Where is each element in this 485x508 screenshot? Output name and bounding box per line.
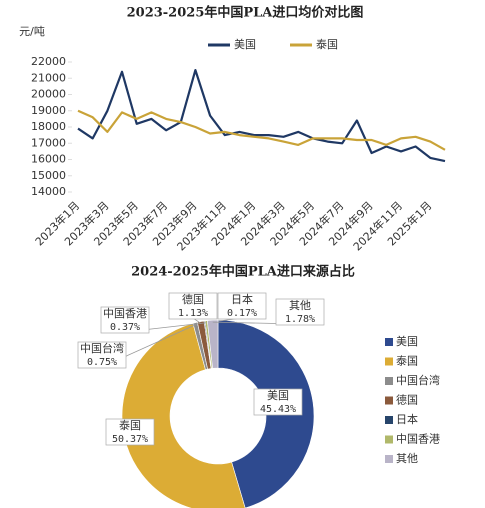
legend-label: 美国	[396, 335, 418, 348]
legend-label: 美国	[234, 38, 256, 51]
legend-label: 德国	[396, 393, 418, 407]
legend-swatch	[385, 357, 393, 366]
y-tick-label: 17000	[31, 136, 66, 149]
label-box	[105, 418, 155, 446]
legend-swatch	[385, 377, 393, 385]
y-tick-label: 16000	[31, 153, 66, 166]
label-box	[275, 298, 325, 326]
line-series	[77, 69, 446, 163]
legend-swatch	[385, 416, 393, 424]
legend-label: 日本	[396, 412, 418, 426]
label-box	[168, 292, 218, 320]
y-axis-label: 元/吨	[19, 25, 45, 38]
data-label-name: 美国	[267, 389, 289, 402]
data-label-name: 德国	[182, 292, 204, 306]
y-tick-label: 19000	[31, 104, 66, 117]
y-tick-label: 21000	[31, 71, 66, 84]
data-label-value: 0.75%	[87, 357, 117, 368]
label-box	[217, 292, 267, 320]
pie-slice	[206, 319, 219, 369]
data-label-value: 0.17%	[227, 308, 257, 319]
label-box	[253, 388, 303, 416]
legend-swatch	[385, 338, 393, 346]
data-label-name: 其他	[289, 299, 311, 312]
line-series	[77, 109, 446, 151]
data-label-name: 中国台湾	[80, 341, 124, 355]
data-label-value: 1.78%	[285, 314, 315, 325]
legend-label: 泰国	[316, 37, 338, 51]
y-tick-label: 18000	[31, 120, 66, 133]
label-box	[100, 306, 150, 334]
legend-label: 中国香港	[396, 433, 440, 446]
y-tick-label: 15000	[31, 169, 66, 182]
y-tick-label: 22000	[31, 55, 66, 68]
y-tick-label: 20000	[31, 88, 66, 101]
legend-label: 中国台湾	[396, 373, 440, 387]
chart-title: 2023-2025年中国PLA进口均价对比图	[127, 5, 364, 21]
legend-swatch	[385, 435, 393, 444]
data-label-value: 50.37%	[112, 434, 148, 445]
legend-label: 泰国	[396, 354, 418, 368]
chart-title: 2024-2025年中国PLA进口来源占比	[131, 264, 355, 280]
y-tick-label: 14000	[31, 185, 66, 198]
data-label-value: 45.43%	[260, 404, 296, 415]
legend-swatch	[385, 396, 393, 405]
data-label-name: 日本	[231, 292, 253, 306]
data-label-name: 泰国	[119, 418, 141, 432]
label-box	[77, 341, 127, 369]
legend-swatch	[385, 455, 393, 463]
data-label-value: 0.37%	[110, 322, 140, 333]
pie-slice	[121, 322, 246, 508]
data-label-value: 1.13%	[178, 308, 208, 319]
data-label-name: 中国香港	[103, 307, 147, 320]
legend-label: 其他	[396, 452, 418, 465]
